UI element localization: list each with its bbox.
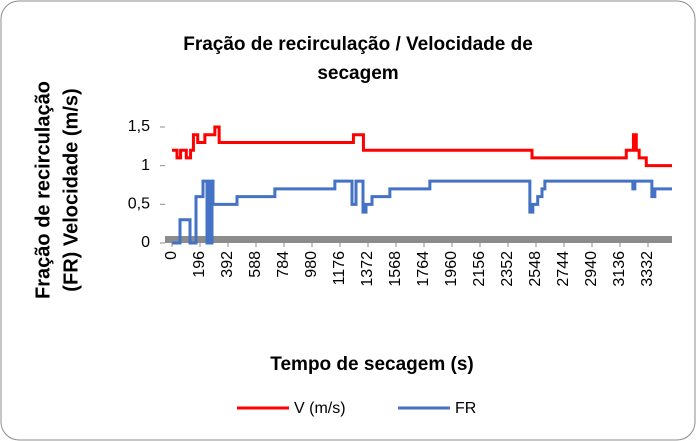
x-tick-label: 2156 bbox=[471, 251, 488, 287]
x-axis bbox=[165, 236, 672, 243]
chart-title: secagem bbox=[317, 63, 398, 84]
x-tick-label: 2548 bbox=[527, 251, 544, 287]
x-tick-label: 3332 bbox=[639, 251, 656, 287]
x-tick-label: 2940 bbox=[583, 251, 600, 287]
y-axis-title: Fração de recirculação bbox=[32, 81, 54, 299]
x-tick-label: 2744 bbox=[555, 251, 572, 287]
x-tick-label: 2352 bbox=[499, 251, 516, 287]
series-line bbox=[172, 179, 672, 245]
x-tick-label: 1764 bbox=[415, 251, 432, 287]
x-tick-label: 196 bbox=[191, 251, 208, 278]
legend-label: FR bbox=[455, 400, 476, 417]
chart-title: Fração de recirculação / Velocidade de bbox=[183, 34, 533, 55]
x-tick-label: 1568 bbox=[387, 251, 404, 287]
x-tick-label: 588 bbox=[247, 251, 264, 278]
x-tick-label: 0 bbox=[163, 251, 180, 260]
y-tick-label: 1,5 bbox=[128, 118, 150, 135]
series-line bbox=[172, 125, 672, 168]
x-tick-label: 980 bbox=[303, 251, 320, 278]
x-tick-label: 1176 bbox=[331, 251, 348, 286]
x-tick-label: 1960 bbox=[443, 251, 460, 287]
x-tick-label: 392 bbox=[219, 251, 236, 278]
x-tick-label: 3136 bbox=[611, 251, 628, 287]
y-tick-label: 0 bbox=[141, 234, 150, 251]
x-axis-title: Tempo de secagem (s) bbox=[270, 354, 473, 375]
y-tick-label: 1 bbox=[141, 157, 150, 174]
x-tick-label: 784 bbox=[275, 251, 292, 278]
x-tick-label: 1372 bbox=[359, 251, 376, 287]
y-axis-title: (FR) Velocidade (m/s) bbox=[60, 88, 82, 291]
y-tick-label: 0,5 bbox=[128, 196, 150, 213]
legend-label: V (m/s) bbox=[294, 400, 346, 417]
